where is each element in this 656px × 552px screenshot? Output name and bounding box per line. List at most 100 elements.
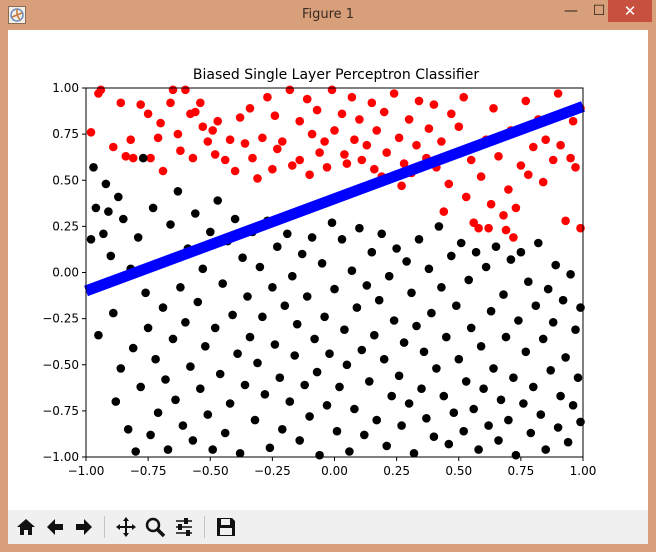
black-point-25 [153,408,163,418]
y-tick-label: 0.00 [52,266,79,280]
x-tick-label: 0.50 [445,464,472,478]
red-point-22 [196,98,205,108]
black-point-77 [283,229,292,239]
red-point-89 [466,155,476,165]
black-point-133 [422,414,431,423]
black-point-125 [402,257,411,266]
black-point-80 [290,351,300,360]
red-point-7 [128,153,138,163]
red-point-96 [489,104,498,113]
black-point-18 [136,382,145,392]
black-point-165 [501,332,511,342]
black-point-150 [464,275,474,285]
red-point-73 [404,115,414,124]
red-point-116 [568,116,578,126]
black-point-144 [449,408,459,418]
black-point-152 [469,404,479,414]
red-point-4 [116,98,126,108]
black-point-149 [461,377,471,386]
navigation-toolbar [8,510,648,544]
red-point-59 [350,135,359,144]
red-point-106 [524,170,533,179]
black-point-182 [543,284,553,294]
configure-subplots-button[interactable] [170,514,198,540]
red-point-32 [240,139,250,148]
black-point-57 [233,349,242,359]
home-icon [17,519,35,535]
black-point-67 [258,312,267,322]
black-point-64 [250,415,260,425]
black-point-186 [553,423,563,432]
minimize-button[interactable]: — [564,3,578,19]
title-bar[interactable]: Figure 1 — ☐ ✕ [0,0,656,30]
black-point-111 [367,247,377,257]
pan-button[interactable] [112,514,140,540]
black-point-176 [529,382,538,392]
black-point-93 [322,401,332,410]
red-point-6 [126,135,135,144]
red-point-45 [295,155,305,165]
red-point-79 [429,100,439,109]
red-point-49 [312,105,322,115]
y-tick-label: −0.50 [42,358,79,372]
red-point-81 [437,137,446,146]
red-point-2 [96,85,106,95]
window-title: Figure 1 [301,7,355,22]
zoom-button[interactable] [141,514,169,540]
black-point-101 [342,360,352,370]
decision-boundary-layer [84,101,585,297]
save-button[interactable] [212,514,240,540]
figure-canvas[interactable]: Biased Single Layer Perceptron Classifie… [8,30,648,544]
black-point-12 [119,214,128,224]
red-point-95 [486,199,496,209]
black-point-138 [434,222,444,231]
red-point-102 [509,233,518,242]
red-point-33 [245,104,255,113]
move-icon [116,517,136,537]
red-point-105 [521,96,531,106]
red-point-68 [382,148,392,157]
arrow-left-icon [47,519,63,535]
black-point-179 [536,410,546,419]
red-point-35 [253,174,262,183]
back-button[interactable] [41,514,69,540]
black-point-178 [534,238,543,248]
black-point-181 [541,445,550,454]
home-button[interactable] [12,514,40,540]
black-point-132 [419,347,429,357]
black-point-162 [494,436,503,445]
black-point-174 [524,277,533,286]
black-point-142 [444,439,454,449]
x-tick-label: 0.00 [321,464,348,478]
black-point-195 [576,303,585,312]
red-point-107 [529,142,538,152]
black-point-47 [208,445,217,454]
black-point-21 [143,323,153,333]
red-point-11 [153,133,163,143]
x-tick-label: −0.75 [130,464,167,478]
red-point-87 [459,92,469,102]
black-point-83 [297,249,307,259]
black-point-41 [193,297,203,307]
x-axis: −1.00 −0.75 −0.50 −0.25 0.00 0.25 0.50 0.75 1.00 [68,457,596,478]
close-button[interactable]: ✕ [608,0,652,22]
black-point-109 [362,281,372,290]
red-point-111 [548,155,558,165]
black-point-3 [94,330,103,340]
black-point-183 [546,366,555,375]
y-tick-label: 0.50 [52,173,79,187]
forward-button[interactable] [70,514,98,540]
red-point-72 [399,159,409,168]
chart-title: Biased Single Layer Perceptron Classifie… [193,67,479,83]
red-point-63 [367,98,377,108]
black-point-168 [509,373,518,383]
black-point-39 [188,436,198,445]
black-point-105 [352,303,362,312]
black-point-141 [442,332,451,342]
maximize-button[interactable]: ☐ [592,3,606,19]
scatter-chart[interactable]: Biased Single Layer Perceptron Classifie… [8,30,648,510]
x-tick-label: 0.75 [508,464,535,478]
red-point-40 [273,144,282,154]
black-point-74 [275,373,285,383]
